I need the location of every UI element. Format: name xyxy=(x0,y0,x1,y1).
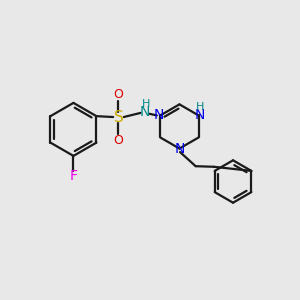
Text: N: N xyxy=(154,108,164,122)
Text: O: O xyxy=(113,88,123,101)
Text: O: O xyxy=(113,134,123,147)
Text: N: N xyxy=(140,105,150,119)
Text: H: H xyxy=(196,102,204,112)
Text: N: N xyxy=(174,142,184,155)
Text: H: H xyxy=(141,99,150,109)
Text: N: N xyxy=(195,108,205,122)
Text: F: F xyxy=(69,169,77,184)
Text: S: S xyxy=(114,110,123,125)
